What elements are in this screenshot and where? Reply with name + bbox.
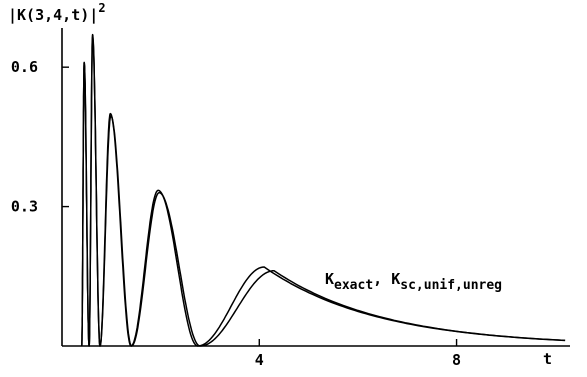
annotation-subscript-0: exact: [334, 278, 373, 293]
curves: [80, 33, 566, 347]
x-tick-label-1: 8: [452, 351, 461, 369]
series-line-0: [80, 33, 566, 347]
y-axis-label: |K(3,4,t)|2: [8, 1, 106, 25]
annotation-text-2: K: [391, 270, 400, 288]
y-axis-label-exponent: 2: [98, 1, 105, 15]
axis-ticks: 0.3 0.6 4 8: [11, 58, 461, 369]
x-axis-label: t: [543, 350, 552, 368]
series-annotation: Kexact, Ksc,unif,unreg: [325, 270, 502, 293]
x-tick-label-0: 4: [255, 351, 264, 369]
annotation-subscript-2: sc,unif,unreg: [400, 278, 502, 293]
y-tick-label-0: 0.3: [11, 198, 38, 216]
series-line-1: [80, 36, 566, 347]
annotation-text-0: K: [325, 270, 334, 288]
y-axis-label-text: |K(3,4,t)|: [8, 6, 98, 25]
y-tick-label-1: 0.6: [11, 58, 38, 76]
annotation-text-1: ,: [373, 270, 382, 288]
